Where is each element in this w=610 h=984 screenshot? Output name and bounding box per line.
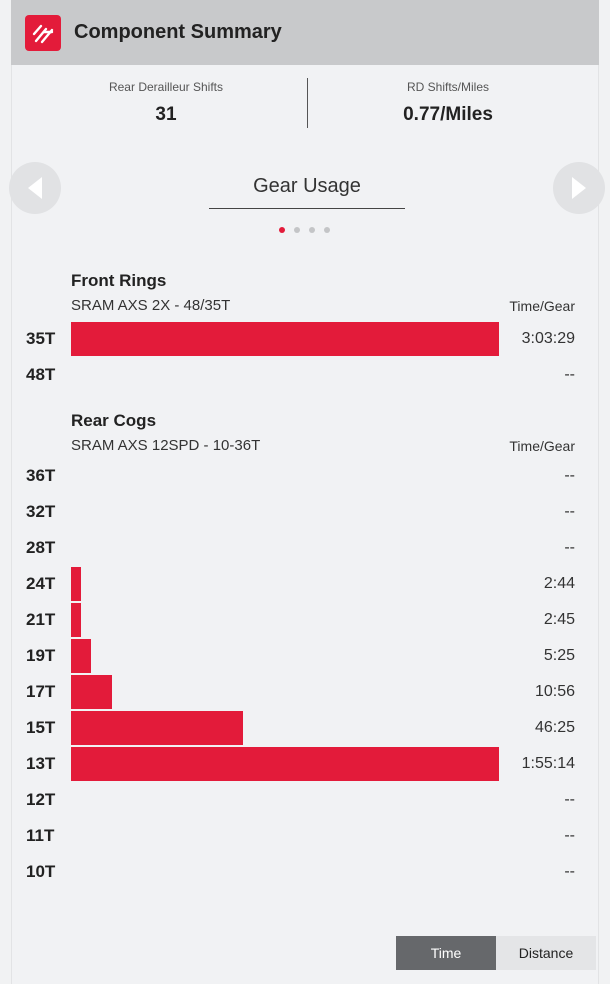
gear-label: 12T bbox=[26, 790, 56, 809]
time-distance-toggle: Time Distance bbox=[396, 936, 596, 970]
gear-label: 15T bbox=[26, 718, 56, 737]
front-rings-subtitle: SRAM AXS 2X - 48/35T bbox=[71, 297, 231, 314]
rear-cogs-subtitle: SRAM AXS 12SPD - 10-36T bbox=[71, 437, 261, 454]
gear-label: 48T bbox=[26, 365, 56, 384]
gear-time-value: 1:55:14 bbox=[521, 755, 575, 772]
gear-label: 13T bbox=[26, 754, 56, 773]
gear-label: 17T bbox=[26, 682, 56, 701]
gear-time-value: -- bbox=[564, 366, 575, 383]
gear-label: 36T bbox=[26, 466, 56, 485]
rear-column-header: Time/Gear bbox=[509, 438, 575, 454]
stat-label: RD Shifts/Miles bbox=[406, 80, 489, 94]
gear-label: 28T bbox=[26, 538, 56, 557]
carousel-title-underline bbox=[209, 208, 405, 209]
gear-row: 10T -- bbox=[0, 854, 610, 890]
page-dot[interactable] bbox=[279, 227, 285, 233]
gear-row: 36T -- bbox=[0, 458, 610, 494]
gear-time-value: -- bbox=[564, 863, 575, 880]
gear-time-value: 46:25 bbox=[534, 719, 575, 736]
gear-label: 32T bbox=[26, 502, 56, 521]
gear-label: 24T bbox=[26, 574, 56, 593]
page-dot[interactable] bbox=[324, 227, 330, 233]
gear-time-value: -- bbox=[564, 791, 575, 808]
gear-usage-bar bbox=[71, 567, 81, 601]
stat-value: 0.77/Miles bbox=[403, 104, 493, 125]
gear-row: 12T -- bbox=[0, 782, 610, 818]
chevron-right-icon bbox=[572, 177, 586, 199]
gear-usage-bar bbox=[71, 675, 112, 709]
gear-time-value: 2:45 bbox=[543, 611, 575, 628]
gear-row: 17T 10:56 bbox=[0, 674, 610, 710]
gear-label: 10T bbox=[26, 862, 56, 881]
gear-usage-bar bbox=[71, 639, 91, 673]
gear-label: 11T bbox=[26, 826, 55, 845]
page-dot[interactable] bbox=[309, 227, 315, 233]
page-dot[interactable] bbox=[294, 227, 300, 233]
gear-row: 24T 2:44 bbox=[0, 566, 610, 602]
gear-row: 35T 3:03:29 bbox=[0, 321, 610, 357]
stat-rd-shifts: Rear Derailleur Shifts 31 bbox=[46, 80, 286, 126]
header-bar bbox=[11, 0, 599, 65]
front-rings-title: Front Rings bbox=[71, 271, 167, 290]
gear-time-value: 3:03:29 bbox=[521, 330, 575, 347]
quarq-logo-icon bbox=[25, 15, 61, 51]
gear-row: 32T -- bbox=[0, 494, 610, 530]
rear-cogs-title: Rear Cogs bbox=[71, 411, 157, 430]
gear-label: 19T bbox=[26, 646, 56, 665]
chevron-left-icon bbox=[28, 177, 42, 199]
page-title: Component Summary bbox=[74, 21, 282, 43]
gear-time-value: 2:44 bbox=[543, 575, 575, 592]
gear-row: 48T -- bbox=[0, 357, 610, 393]
stat-value: 31 bbox=[155, 104, 177, 125]
gear-time-value: 10:56 bbox=[534, 683, 575, 700]
gear-time-value: -- bbox=[564, 503, 575, 520]
front-column-header: Time/Gear bbox=[509, 298, 575, 314]
gear-time-value: 5:25 bbox=[543, 647, 575, 664]
stat-rd-shifts-per-mile: RD Shifts/Miles 0.77/Miles bbox=[328, 80, 568, 126]
gear-row: 28T -- bbox=[0, 530, 610, 566]
gear-usage-bar bbox=[71, 603, 81, 637]
gear-usage-bar bbox=[71, 322, 499, 356]
stat-divider bbox=[307, 78, 308, 128]
summary-panel bbox=[11, 0, 599, 984]
carousel-title: Gear Usage bbox=[253, 175, 361, 197]
gear-label: 21T bbox=[26, 610, 56, 629]
gear-time-value: -- bbox=[564, 827, 575, 844]
gear-usage-bar bbox=[71, 747, 499, 781]
gear-time-value: -- bbox=[564, 539, 575, 556]
gear-row: 15T 46:25 bbox=[0, 710, 610, 746]
distance-toggle-button[interactable]: Distance bbox=[496, 936, 596, 970]
gear-time-value: -- bbox=[564, 467, 575, 484]
stat-label: Rear Derailleur Shifts bbox=[108, 80, 224, 94]
prev-button[interactable] bbox=[9, 162, 61, 214]
gear-row: 19T 5:25 bbox=[0, 638, 610, 674]
gear-usage-bar bbox=[71, 711, 243, 745]
page-indicator bbox=[279, 227, 330, 233]
gear-label: 35T bbox=[26, 329, 56, 348]
gear-row: 11T -- bbox=[0, 818, 610, 854]
gear-row: 21T 2:45 bbox=[0, 602, 610, 638]
gear-row: 13T 1:55:14 bbox=[0, 746, 610, 782]
next-button[interactable] bbox=[553, 162, 605, 214]
time-toggle-button[interactable]: Time bbox=[396, 936, 496, 970]
